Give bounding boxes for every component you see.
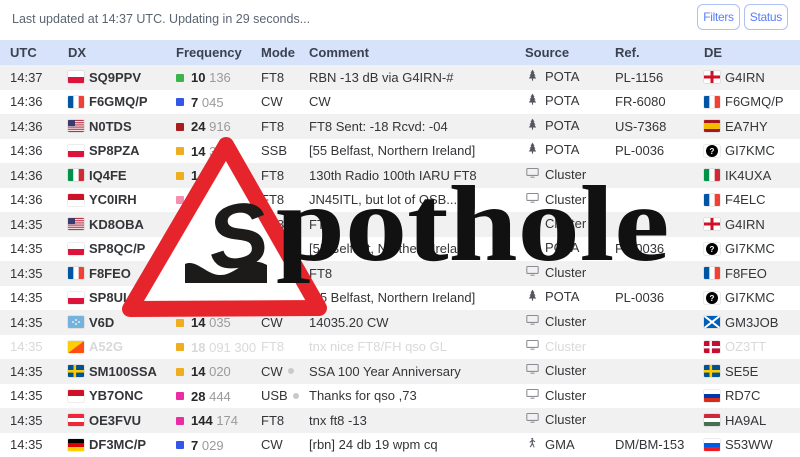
svg-text:?: ? [710,147,715,156]
svg-text:?: ? [710,294,715,303]
svg-text:?: ? [710,245,715,254]
